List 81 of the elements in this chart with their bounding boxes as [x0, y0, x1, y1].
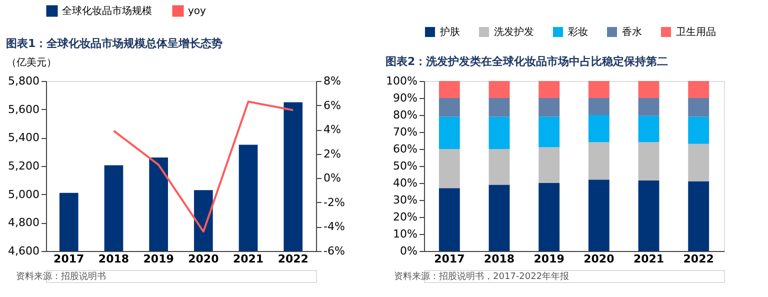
- bar: [638, 98, 660, 116]
- text: 资料来源：招股说明书，2017-2022年年报: [394, 271, 570, 282]
- text: 资料来源：招股说明书: [16, 271, 106, 282]
- bar: [538, 147, 560, 183]
- bar: [688, 81, 710, 98]
- bar: [488, 149, 510, 185]
- bar: [438, 98, 460, 117]
- bar: [538, 116, 560, 148]
- bar: [588, 180, 610, 251]
- y-tick-label: 40%: [393, 176, 418, 190]
- y-tick-label: 80%: [393, 108, 418, 122]
- y-tick-label: 30%: [393, 194, 418, 206]
- chart-title: 图表1：全球化妆品市场规模总体呈增长态势: [6, 37, 223, 50]
- bar: [538, 98, 560, 117]
- y-tick-label: 5,000: [8, 188, 40, 201]
- bar: [488, 184, 510, 251]
- bar: [638, 116, 660, 142]
- y-tick-label: 90%: [393, 92, 418, 104]
- y2-tick-label: 2%: [324, 147, 341, 160]
- bar: [538, 81, 560, 98]
- bar: [588, 98, 610, 115]
- y2-tick-label: -2%: [324, 196, 345, 209]
- bar: [638, 81, 660, 98]
- y2-tick-label: 8%: [324, 74, 341, 88]
- bar: [638, 142, 660, 180]
- bar: [438, 116, 460, 149]
- legend-label: 彩妆: [568, 26, 588, 38]
- y-tick-label: 5,800: [8, 74, 40, 88]
- y-tick-label: 5,400: [8, 131, 40, 144]
- y-tick-label: 4,600: [8, 244, 40, 258]
- y-tick-label: 5,600: [8, 102, 40, 116]
- y-tick-label: 60%: [393, 142, 418, 156]
- y-tick-label: 20%: [393, 210, 418, 224]
- y2-tick-label: -6%: [324, 244, 345, 258]
- x-tick-label: 2020: [188, 252, 220, 266]
- x-tick-label: 2020: [584, 252, 615, 266]
- bar: [688, 181, 710, 251]
- bar: [588, 142, 610, 180]
- y-tick-label: 10%: [393, 228, 418, 240]
- y-tick-label: 100%: [386, 74, 418, 88]
- legend-label: 洗发护发: [494, 26, 534, 38]
- bar: [488, 81, 510, 98]
- y2-tick-label: 4%: [324, 123, 341, 136]
- x-tick-label: 2017: [54, 252, 84, 266]
- y-axis-title: （亿美元）: [6, 56, 56, 68]
- x-tick-label: 2022: [278, 252, 308, 266]
- bar: [438, 149, 460, 188]
- legend-label: yoy: [188, 6, 206, 17]
- bar: [588, 81, 610, 98]
- y-tick-label: 50%: [393, 160, 418, 172]
- bar: [688, 144, 710, 182]
- x-tick-label: 2021: [633, 252, 664, 266]
- bar: [538, 183, 560, 251]
- chart-title: 图表2：洗发护发类在全球化妆品市场中占比稳定保持第二: [386, 55, 668, 68]
- legend-label: 卫生用品: [676, 26, 716, 38]
- y-tick-label: 5,200: [8, 160, 40, 172]
- x-tick-label: 2019: [534, 252, 564, 266]
- bar: [438, 188, 460, 251]
- x-tick-label: 2017: [434, 252, 465, 266]
- bar: [688, 98, 710, 117]
- line-series: [112, 100, 294, 233]
- bar: [488, 116, 510, 149]
- legend-label: 护肤: [439, 26, 460, 38]
- x-tick-label: 2022: [683, 252, 714, 266]
- y-tick-label: 70%: [393, 126, 418, 138]
- legend-label: 全球化妆品市场规模: [62, 5, 152, 17]
- bar: [588, 115, 610, 142]
- legend-label: 香水: [622, 26, 642, 38]
- y2-tick-label: 6%: [324, 98, 341, 112]
- bar: [488, 98, 510, 117]
- y-tick-label: 0%: [400, 244, 418, 258]
- y-tick-label: 4,800: [8, 216, 40, 230]
- x-tick-label: 2019: [143, 252, 174, 266]
- x-tick-label: 2021: [232, 252, 264, 266]
- y2-tick-label: -4%: [324, 220, 345, 234]
- bar: [438, 81, 460, 98]
- x-tick-label: 2018: [98, 252, 130, 266]
- bar: [638, 180, 660, 251]
- y2-tick-label: 0%: [324, 172, 341, 185]
- bar: [688, 116, 710, 144]
- x-tick-label: 2018: [484, 252, 515, 266]
